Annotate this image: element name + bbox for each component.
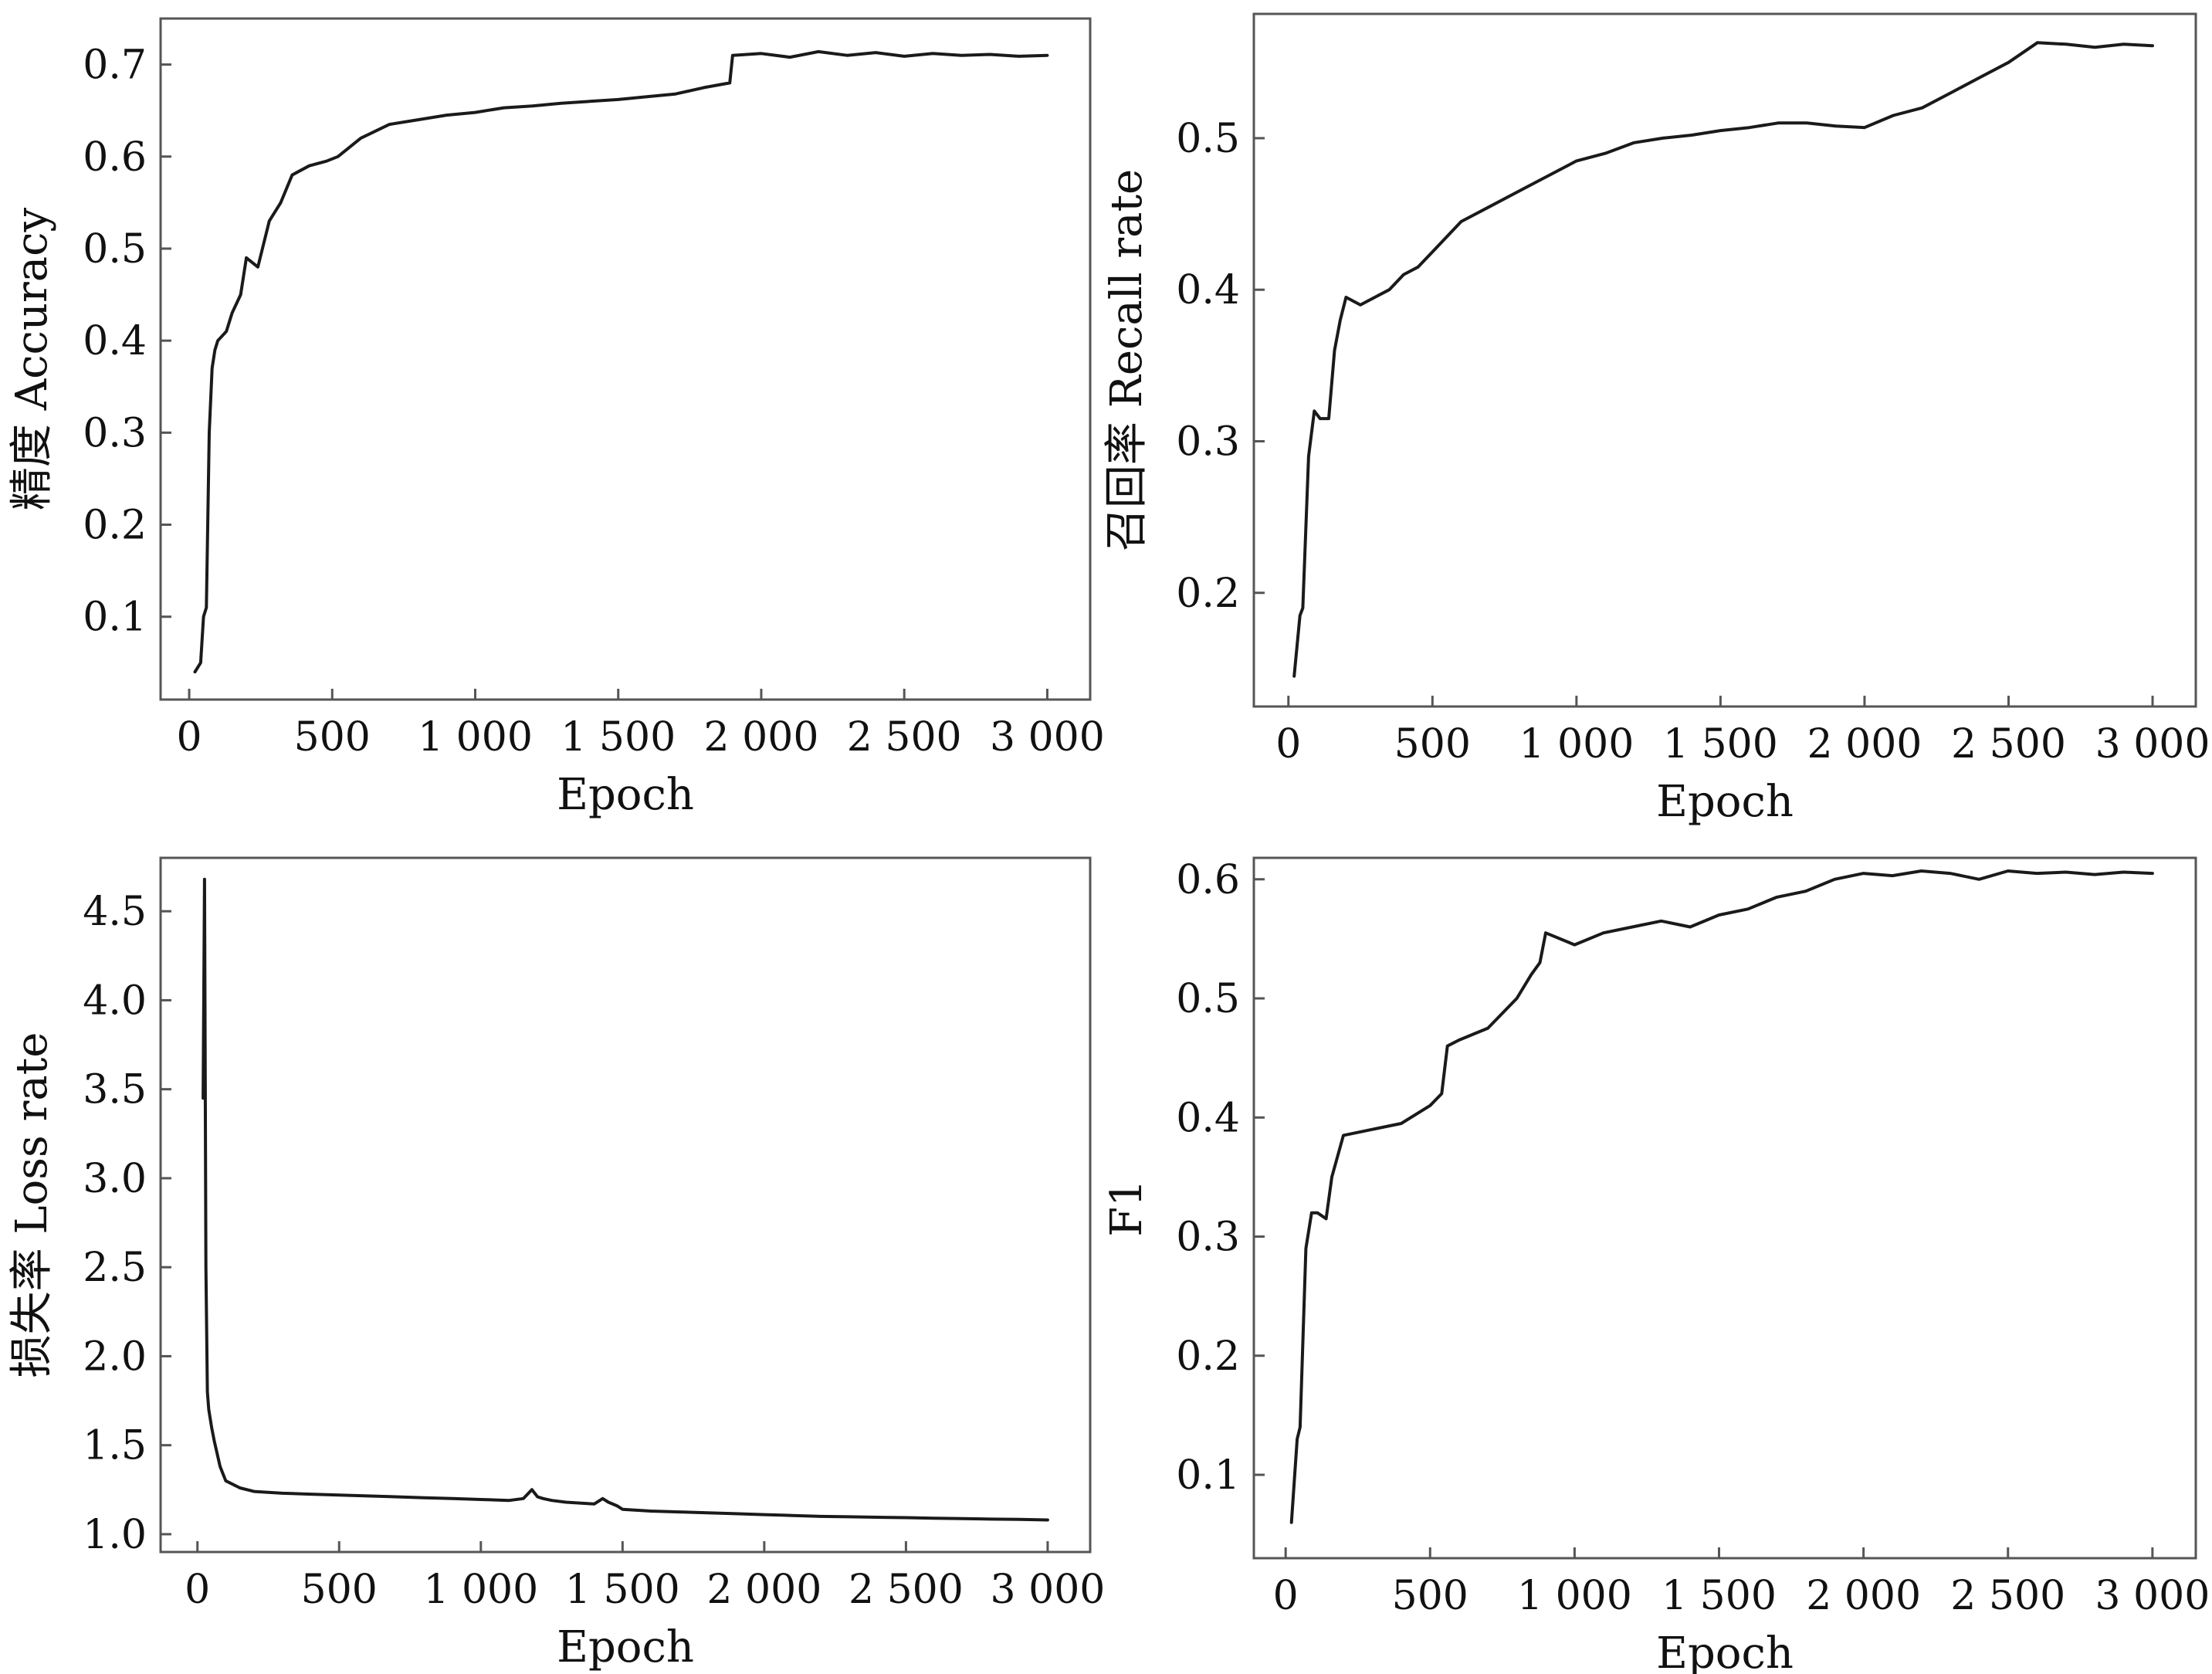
y-tick-label: 0.2 — [1176, 571, 1240, 617]
x-tick-label: 0 — [1273, 1573, 1299, 1619]
series-line — [202, 877, 1049, 1522]
x-axis-title: Epoch — [1656, 1628, 1794, 1674]
y-tick-label: 4.0 — [83, 978, 147, 1024]
plot-frame — [1252, 12, 2197, 708]
y-tick-label: 0.4 — [1176, 267, 1240, 313]
series-line — [1292, 41, 2154, 678]
y-tick-label: 0.5 — [1176, 976, 1240, 1022]
x-axis-title: Epoch — [557, 770, 694, 820]
x-tick-label: 500 — [294, 714, 371, 761]
x-tick-label: 500 — [1392, 1573, 1468, 1619]
x-tick-label: 2 500 — [1951, 721, 2066, 768]
series-line — [193, 49, 1049, 674]
x-tick-label: 0 — [185, 1567, 210, 1613]
x-tick-label: 2 000 — [1807, 721, 1922, 768]
y-tick-label: 4.5 — [83, 889, 147, 935]
x-tick-label: 0 — [176, 714, 202, 761]
x-tick-label: 2 000 — [704, 714, 819, 761]
plot-frame — [159, 17, 1092, 701]
y-tick-label: 0.4 — [1176, 1095, 1240, 1141]
plot-frame — [1252, 856, 2197, 1560]
x-tick-label: 3 000 — [991, 1567, 1106, 1613]
chart-panel-4: 0 500 1 000 1 500 2 000 2 500 3 000 0.1 0.2 0.3 0.… — [1102, 856, 2210, 1674]
x-tick-label: 500 — [1394, 721, 1471, 768]
y-tick-label: 0.3 — [1176, 1215, 1240, 1261]
y-tick-label: 3.0 — [83, 1156, 147, 1202]
y-axis-title: F1 — [1102, 1179, 1152, 1236]
x-tick-label: 1 500 — [1663, 721, 1778, 768]
x-tick-label: 1 500 — [561, 714, 676, 761]
x-tick-label: 0 — [1275, 721, 1301, 768]
x-tick-label: 1 000 — [1519, 721, 1634, 768]
y-tick-label: 0.5 — [1176, 116, 1240, 162]
x-tick-label: 500 — [301, 1567, 378, 1613]
x-tick-label: 1 000 — [1517, 1573, 1632, 1619]
y-tick-label: 0.4 — [83, 318, 147, 364]
y-tick-label: 0.3 — [83, 410, 147, 456]
x-tick-label: 2 500 — [847, 714, 962, 761]
x-tick-label: 3 000 — [2095, 721, 2210, 768]
x-tick-label: 2 000 — [1806, 1573, 1921, 1619]
y-tick-label: 3.5 — [83, 1067, 147, 1113]
y-tick-label: 0.5 — [83, 226, 147, 273]
x-tick-label: 2 000 — [706, 1567, 821, 1613]
y-tick-label: 0.1 — [83, 595, 147, 641]
y-tick-label: 1.5 — [83, 1423, 147, 1469]
x-axis-title: Epoch — [557, 1622, 694, 1672]
x-tick-label: 1 500 — [1662, 1573, 1777, 1619]
x-tick-label: 3 000 — [990, 714, 1105, 761]
y-axis-title: 损失率 Loss rate — [7, 1032, 57, 1378]
y-tick-label: 0.6 — [83, 134, 147, 181]
x-tick-label: 3 000 — [2095, 1573, 2210, 1619]
x-tick-label: 2 500 — [849, 1567, 964, 1613]
y-tick-label: 2.0 — [83, 1333, 147, 1380]
chart-panel-2: 0 500 1 000 1 500 2 000 2 500 3 000 0.2 0.3 0.4 0.… — [1102, 12, 2210, 827]
y-tick-label: 0.2 — [83, 503, 147, 549]
y-axis-title: 召回率 Recall rate — [1102, 169, 1152, 551]
x-axis-title: Epoch — [1656, 777, 1794, 827]
y-tick-label: 0.1 — [1176, 1452, 1240, 1499]
y-axis-title: 精度 Accuracy — [7, 208, 57, 511]
series-line — [1289, 869, 2154, 1524]
chart-panel-3: 0 500 1 000 1 500 2 000 2 500 3 000 1.0 1.5 2.0 2.… — [7, 856, 1106, 1672]
x-tick-label: 1 500 — [565, 1567, 680, 1613]
y-tick-label: 0.2 — [1176, 1333, 1240, 1380]
y-tick-label: 0.7 — [83, 42, 147, 89]
y-tick-label: 0.3 — [1176, 419, 1240, 466]
chart-panel-1: 0 500 1 000 1 500 2 000 2 500 3 000 0.1 0.2 0.3 0.… — [7, 17, 1105, 820]
x-tick-label: 2 500 — [1950, 1573, 2065, 1619]
y-tick-label: 0.6 — [1176, 857, 1240, 903]
y-tick-label: 2.5 — [83, 1245, 147, 1291]
plot-frame — [159, 856, 1092, 1554]
y-tick-label: 1.0 — [83, 1512, 147, 1558]
x-tick-label: 1 000 — [423, 1567, 538, 1613]
x-tick-label: 1 000 — [418, 714, 533, 761]
